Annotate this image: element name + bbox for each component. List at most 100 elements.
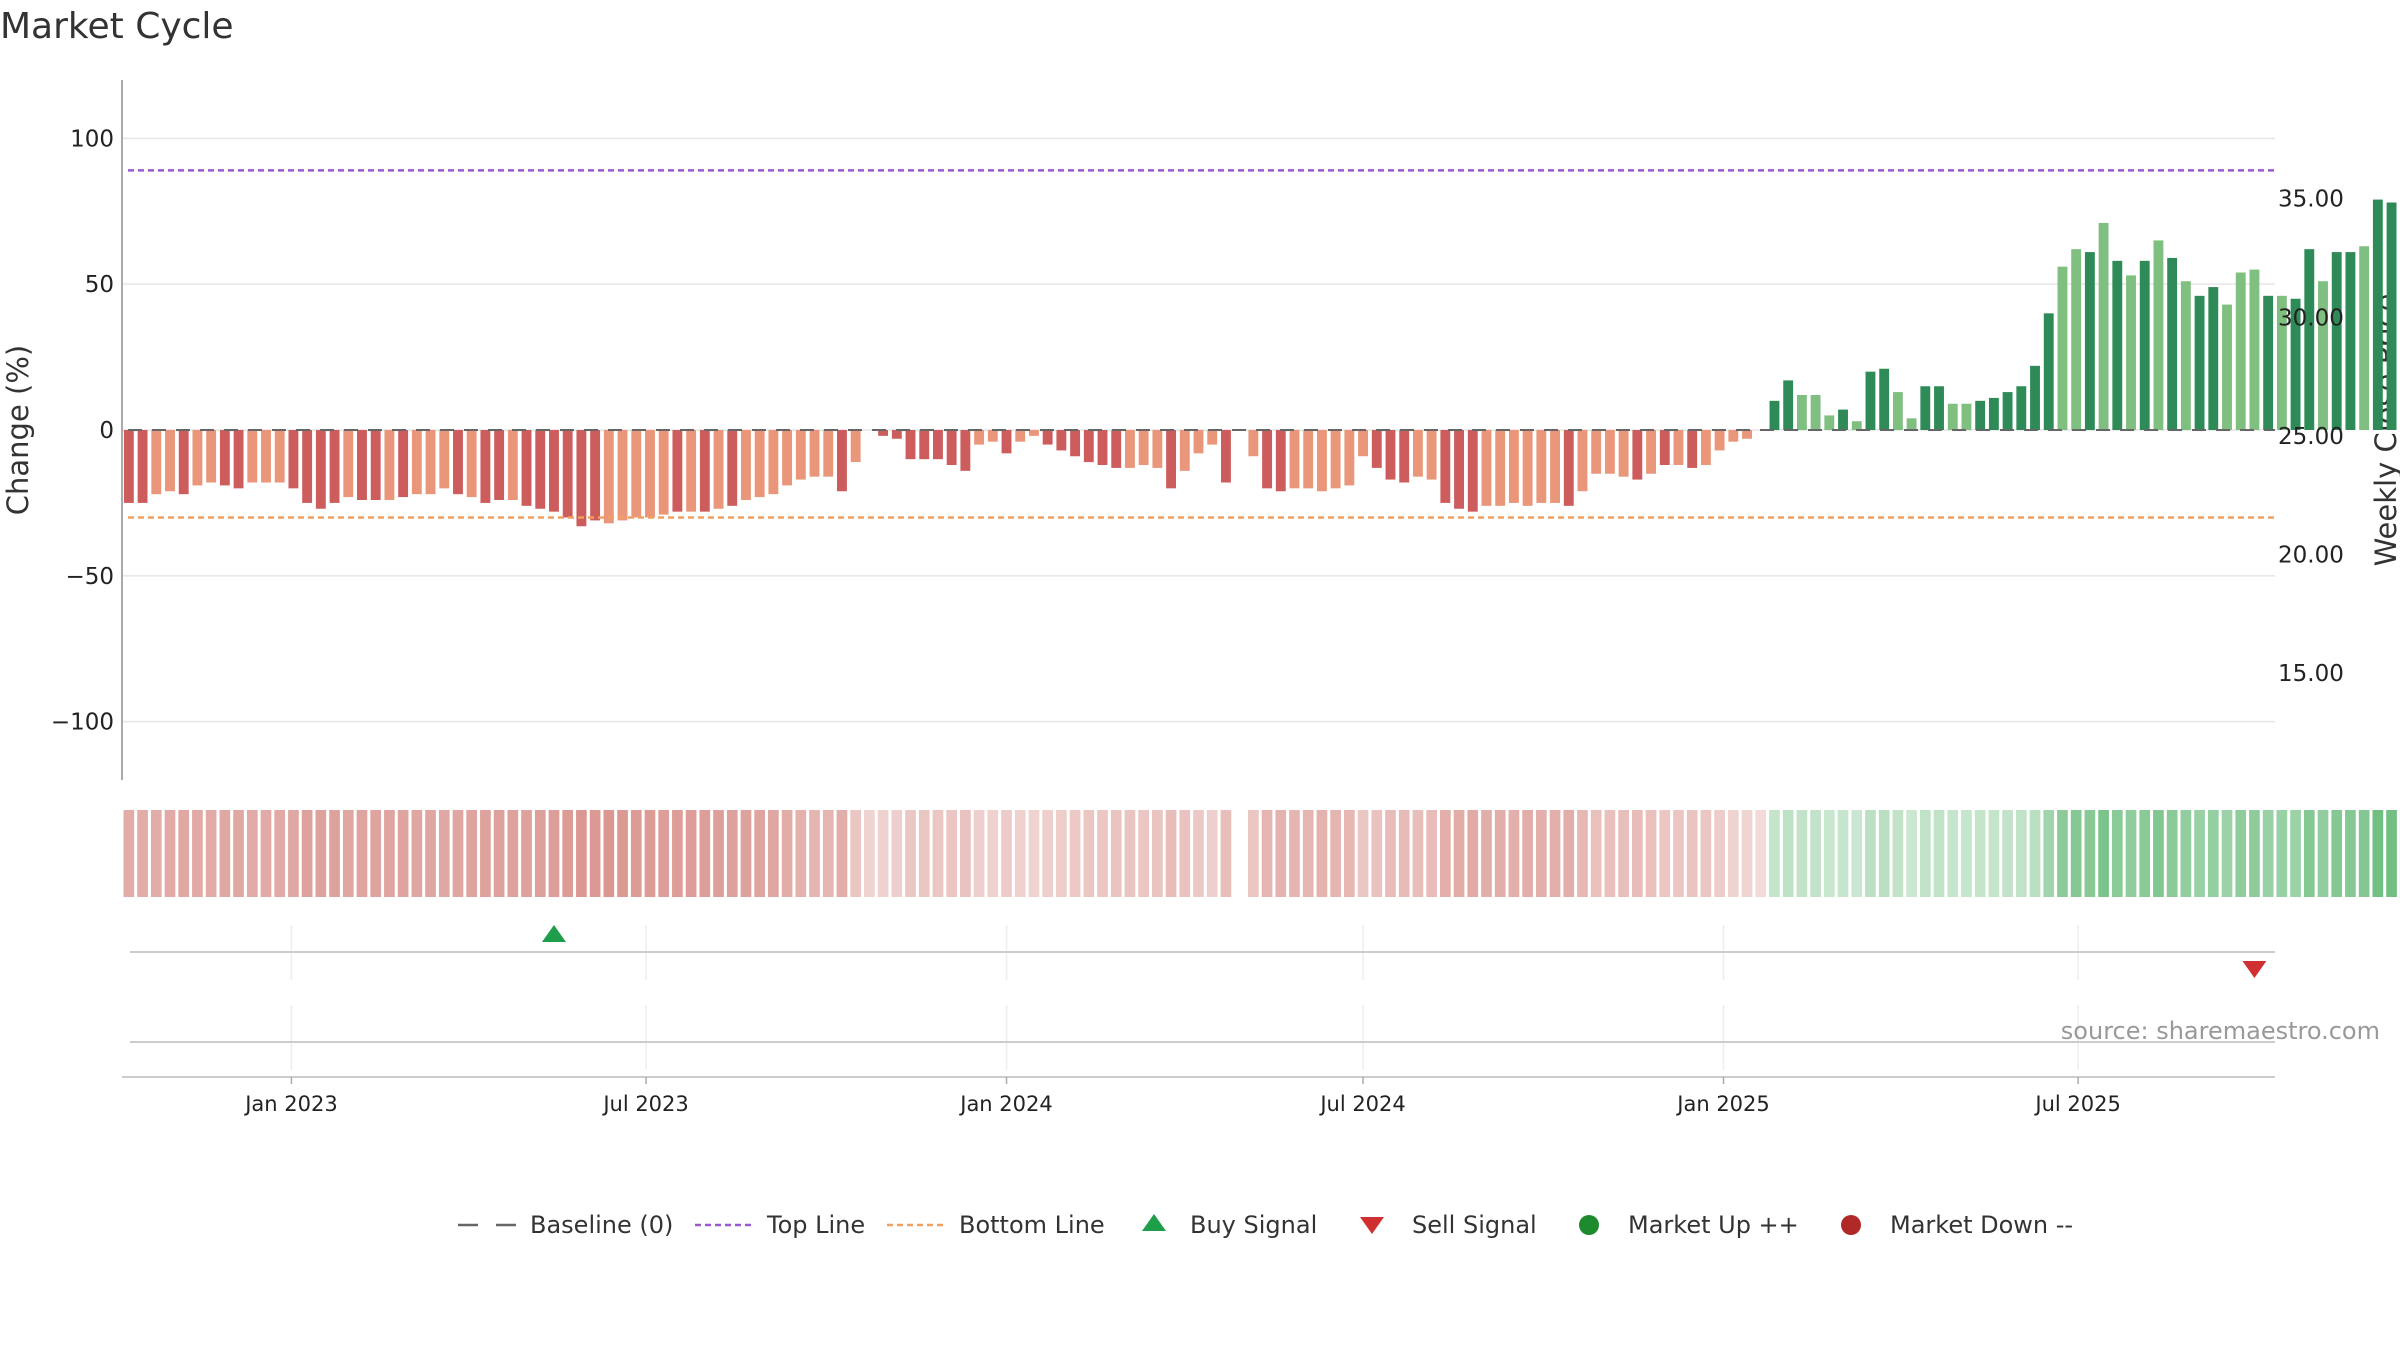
- change-bar: [1508, 430, 1519, 503]
- change-bar: [1289, 430, 1300, 489]
- change-bar: [2167, 257, 2178, 430]
- change-bar: [2030, 365, 2040, 430]
- heat-cell: [137, 810, 148, 897]
- change-bar: [2043, 313, 2054, 430]
- heat-cell: [932, 810, 944, 897]
- change-bar: [919, 430, 930, 460]
- change-bar: [2098, 222, 2109, 430]
- change-bar: [1070, 430, 1081, 457]
- legend-item: Baseline (0): [458, 1211, 673, 1239]
- signal-panel: [130, 925, 2275, 1070]
- heat-cell: [301, 810, 313, 897]
- heat-cell: [2303, 810, 2315, 897]
- change-bar: [1083, 430, 1094, 463]
- heat-cell: [1618, 810, 1629, 897]
- change-bar: [1618, 430, 1629, 477]
- heat-cell: [589, 810, 601, 897]
- heat-cell: [370, 810, 382, 897]
- change-bar: [1920, 386, 1931, 430]
- heat-cell: [1741, 810, 1753, 897]
- change-bar: [1659, 430, 1670, 465]
- legend-label: Bottom Line: [959, 1211, 1105, 1239]
- heat-cell: [1069, 810, 1081, 897]
- heat-cell: [1782, 810, 1794, 897]
- heat-cell: [1398, 810, 1410, 897]
- heat-cell: [123, 810, 135, 897]
- change-bar: [1193, 430, 1204, 454]
- heat-cell: [1439, 810, 1451, 897]
- legend-item: Top Line: [695, 1211, 865, 1239]
- heat-cell: [2221, 810, 2233, 897]
- heat-cell: [2249, 810, 2260, 897]
- heat-cell: [2317, 810, 2329, 897]
- heat-cell: [2345, 810, 2356, 897]
- heat-cell: [1014, 810, 1026, 897]
- heat-cell: [2386, 810, 2397, 897]
- change-bar: [713, 430, 724, 509]
- heat-cell: [1193, 810, 1204, 897]
- change-bar: [672, 430, 683, 512]
- heat-cell: [1412, 810, 1424, 897]
- change-bar: [274, 430, 285, 483]
- heat-cell: [1686, 810, 1698, 897]
- change-bar: [439, 430, 450, 489]
- change-bar: [1138, 430, 1149, 465]
- heat-cell: [2235, 810, 2247, 897]
- change-bar: [1700, 430, 1711, 465]
- heat-cell: [192, 810, 203, 897]
- heat-cell: [2262, 810, 2274, 897]
- heat-cell: [1522, 810, 1533, 897]
- heat-cell: [960, 810, 971, 897]
- heat-cell: [1152, 810, 1163, 897]
- legend-label: Baseline (0): [530, 1211, 673, 1239]
- x-tick-label: Jan 2025: [1675, 1092, 1770, 1116]
- heat-cell: [2125, 810, 2137, 897]
- buy-signal-marker: [541, 925, 566, 942]
- change-bar: [1687, 430, 1698, 468]
- change-bar: [2112, 260, 2123, 430]
- change-bar: [795, 430, 806, 480]
- heat-cell: [1508, 810, 1520, 897]
- y-tick-label-left: −100: [51, 710, 114, 736]
- y-axis-left-label: Change (%): [1, 345, 35, 515]
- change-bar: [343, 430, 354, 498]
- heat-cell: [315, 810, 327, 897]
- heat-cell: [411, 810, 423, 897]
- heat-cell: [1165, 810, 1177, 897]
- change-bar: [562, 430, 573, 518]
- change-bar: [2386, 202, 2397, 430]
- change-bar: [933, 430, 943, 460]
- change-bar: [768, 430, 779, 495]
- heat-cell: [576, 810, 587, 897]
- heat-cell: [1110, 810, 1122, 897]
- heat-cell: [768, 810, 779, 897]
- x-tick-label: Jan 2024: [958, 1092, 1053, 1116]
- heat-cell: [1220, 810, 1232, 897]
- heat-strip: [123, 810, 2400, 897]
- change-bar: [823, 430, 834, 477]
- heat-cell: [356, 810, 368, 897]
- heat-cell: [480, 810, 491, 897]
- change-bar: [1577, 430, 1588, 492]
- y-tick-label-right: 15.00: [2278, 661, 2344, 687]
- change-bar: [2235, 272, 2246, 430]
- heat-cell: [1673, 810, 1684, 897]
- change-bar: [480, 430, 491, 503]
- change-bar: [1851, 421, 1862, 430]
- legend-swatch-sell-icon: [1360, 1217, 1384, 1234]
- heat-cell: [1083, 810, 1095, 897]
- change-bar: [590, 430, 601, 521]
- heat-cell: [1426, 810, 1437, 897]
- change-bar: [1056, 430, 1067, 451]
- change-bar: [1742, 430, 1752, 439]
- change-bar: [974, 430, 985, 445]
- heat-cell: [288, 810, 299, 897]
- change-bar: [1728, 430, 1739, 442]
- heat-cell: [219, 810, 231, 897]
- heat-cell: [2290, 810, 2301, 897]
- change-bar: [1563, 430, 1574, 506]
- y-tick-label-right: 20.00: [2278, 543, 2344, 569]
- change-bar: [1358, 430, 1368, 457]
- heat-cell: [150, 810, 162, 897]
